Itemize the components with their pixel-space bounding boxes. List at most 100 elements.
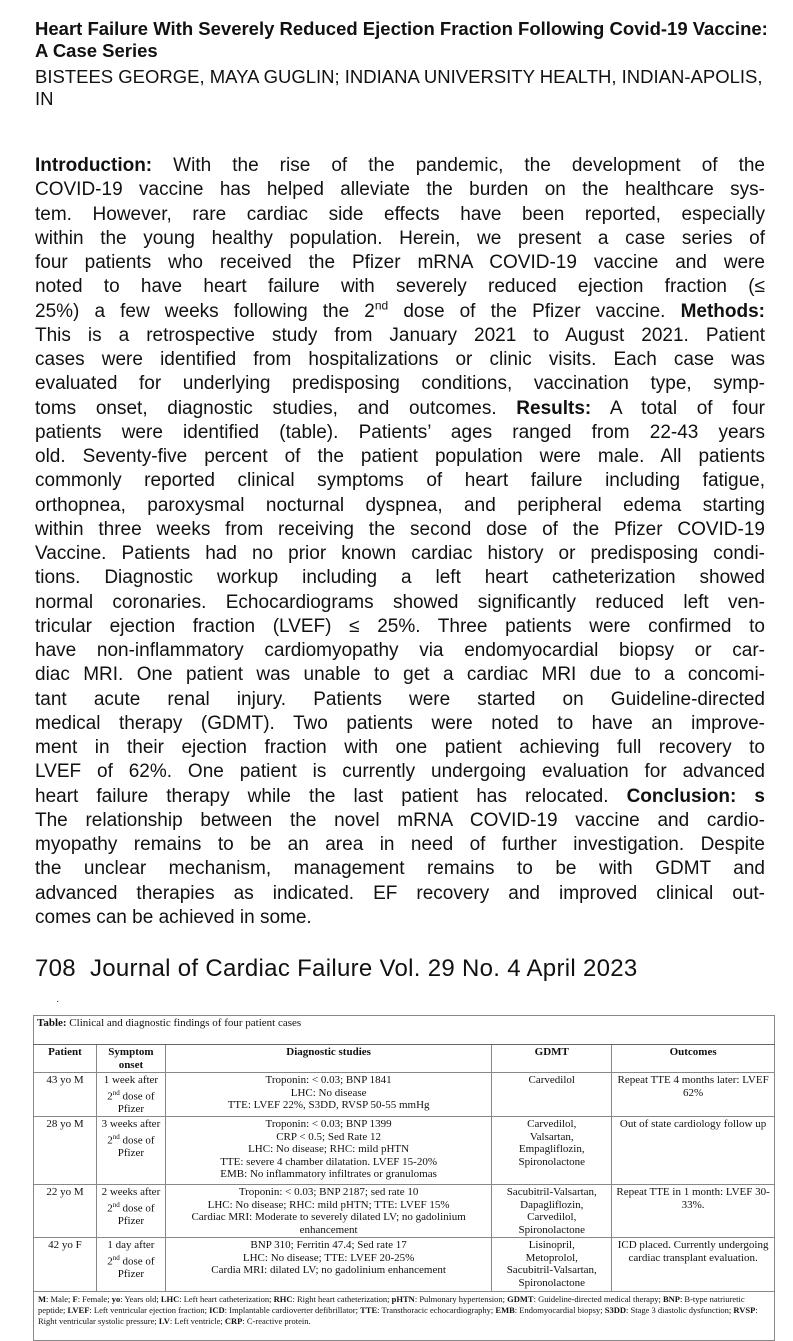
cell-outcome: Out of state cardiology follow up [611,1116,775,1186]
body-text: myopathy remains to be an area in need o… [35,834,765,855]
column-header: GDMT [491,1044,613,1073]
body-line: cases were identified from hospitalizati… [35,348,765,372]
body-text: With the rise of the pandemic, the devel… [152,155,765,176]
section-heading: Methods: [680,300,765,322]
abbrev-key: TTE [360,1305,378,1316]
cell-onset: 3 weeks after 2nd dose of Pfizer [95,1116,166,1186]
body-line: ment in their ejection fraction with one… [35,736,765,760]
body-line: tricular ejection fraction (LVEF) ≤ 25%.… [35,615,765,639]
journal-footer: 708 Journal of Cardiac Failure Vol. 29 No… [35,955,638,983]
abbrev-def: : Guideline-directed medical therapy; [533,1294,663,1305]
body-text: Vaccine. Patients had no prior known car… [35,543,765,564]
authors-affiliation: BISTEES GEORGE, MAYA GUGLIN; INDIANA UNI… [35,66,763,109]
abbrev-def: : Left ventricle; [169,1316,225,1327]
cell-gdmt: Carvedilol [491,1071,613,1118]
body-line: have non-inflammatory cardiomyopathy via… [35,639,765,663]
abbrev-key: S3DD [604,1305,626,1316]
journal-name: Journal of Cardiac Failure Vol. 29 No. 4… [89,955,638,982]
cell-studies: Troponin: < 0.03; BNP 1841 LHC: No diseas… [164,1071,493,1118]
cell-studies: BNP 310; Ferritin 47.4; Sed rate 17 LHC: … [164,1237,493,1293]
abbrev-def: : C-reactive protein. [242,1316,311,1327]
body-line: LVEF of 62%. One patient is currently un… [35,760,765,784]
body-line: COVID-19 vaccine has helped alleviate th… [35,178,765,202]
body-text: normal coronaries. Echocardiograms showe… [35,591,765,613]
body-text: ment in their ejection fraction with one… [35,737,765,758]
body-text: comes can be achieved in some. [35,906,312,928]
body-text: tricular ejection fraction (LVEF) ≤ 25%.… [35,615,765,637]
page-number: 708 [35,955,76,982]
abbrev-key: LVEF [67,1305,90,1316]
body-line: advanced therapies as indicated. EF reco… [35,882,765,906]
cell-onset: 2 weeks after 2nd dose of Pfizer [95,1184,166,1239]
cell-onset: 1 week after 2nd dose of Pfizer [95,1071,166,1118]
body-line: Vaccine. Patients had no prior known car… [35,542,765,566]
column-header: Symptom onset [95,1044,166,1073]
body-text: heart failure therapy while the last pat… [35,785,627,807]
abbrev-def: : Pulmonary hypertension; [414,1294,508,1305]
abbrev-def: : Right ventricular systolic pressure; [38,1305,758,1327]
body-text: tant acute renal injury. Patients were s… [35,688,765,710]
abbrev-key: LHC [160,1294,180,1305]
abbrev-key: F [72,1294,78,1305]
body-line: noted to have heart failure with severel… [35,275,765,299]
abbrev-def: : Transthoracic echocardiography; [377,1305,496,1316]
abbrev-def: : Male; [46,1294,73,1305]
body-line: normal coronaries. Echocardiograms showe… [35,591,765,615]
abstract-body: Introduction: With the rise of the pande… [35,154,765,930]
body-line: diac MRI. One patient was unable to get … [35,663,765,687]
body-text: nd [374,298,389,313]
body-line: old. Seventy-five percent of the patient… [35,445,765,469]
cell-patient: 28 yo M [33,1116,97,1186]
column-header: Patient [33,1044,97,1073]
abbrev-def: : Years old; [120,1294,161,1305]
body-line: patients were identified (table). Patien… [35,421,765,445]
body-line: heart failure therapy while the last pat… [35,785,765,809]
cell-outcome: Repeat TTE in 1 month: LVEF 30-33%. [611,1184,775,1239]
column-header: Outcomes [611,1044,775,1073]
abbrev-def: : Left ventricular ejection fraction; [89,1305,210,1316]
body-text: medical therapy (GDMT). Two patients wer… [35,712,765,734]
cell-onset: 1 day after 2nd dose of Pfizer [95,1237,166,1293]
body-text: COVID-19 vaccine has helped alleviate th… [35,179,765,201]
body-line: the unclear mechanism, management remain… [35,857,765,881]
body-line: Introduction: With the rise of the pande… [35,154,765,178]
body-text: orthopnea, paroxysmal nocturnal dyspnea,… [35,494,765,516]
body-line: 25%) a few weeks following the 2nd dose … [35,298,765,324]
body-line: evaluated for underlying predisposing co… [35,372,765,396]
cell-outcome: Repeat TTE 4 months later: LVEF 62% [611,1071,775,1118]
table-header-row: Patient Symptom onset Diagnostic studies GD… [33,1044,775,1073]
body-text: advanced therapies as indicated. EF reco… [35,882,765,904]
body-line: myopathy remains to be an area in need o… [35,833,765,857]
body-text: commonly reported clinical symptoms of h… [35,470,765,492]
body-line: tant acute renal injury. Patients were s… [35,688,765,712]
body-line: medical therapy (GDMT). Two patients wer… [35,712,765,736]
body-text: four patients who received the Pfizer mR… [35,252,765,273]
body-text: toms onset, diagnostic studies, and outc… [35,397,517,419]
cell-patient: 42 yo F [33,1237,97,1293]
table-footnote: M: Male; F: Female; yo: Years old; LHC: … [33,1291,775,1341]
stray-mark: · [56,996,60,1007]
abbrev-key: LV [158,1316,170,1327]
body-line: within three weeks from receiving the se… [35,518,765,542]
body-text: tions. Diagnostic workup including a lef… [35,567,765,589]
body-text: the unclear mechanism, management remain… [35,858,765,880]
abbrev-def: : B-type natriuretic peptide; [38,1294,745,1316]
abbrev-def: : Endomyocardial biopsy; [514,1305,605,1316]
abbrev-key: EMB [495,1305,515,1316]
abbrev-def: : Right heart catheterization; [292,1294,392,1305]
body-line: tions. Diagnostic workup including a lef… [35,566,765,590]
body-text: The relationship between the novel mRNA … [35,809,765,831]
abbrev-key: yo [111,1294,121,1305]
body-text: noted to have heart failure with severel… [35,276,765,298]
section-heading: Introduction: [35,155,153,176]
body-line: This is a retrospective study from Janua… [35,324,765,348]
body-line: four patients who received the Pfizer mR… [35,251,765,275]
section-heading: Conclusion: s [626,785,765,807]
body-text: LVEF of 62%. One patient is currently un… [35,761,765,783]
abbrev-def: : Implantable cardioverter defibrillator… [224,1305,361,1316]
body-text: have non-inflammatory cardiomyopathy via… [35,640,765,661]
abbrev-key: GDMT [507,1294,534,1305]
abbrev-key: CRP [224,1316,243,1327]
